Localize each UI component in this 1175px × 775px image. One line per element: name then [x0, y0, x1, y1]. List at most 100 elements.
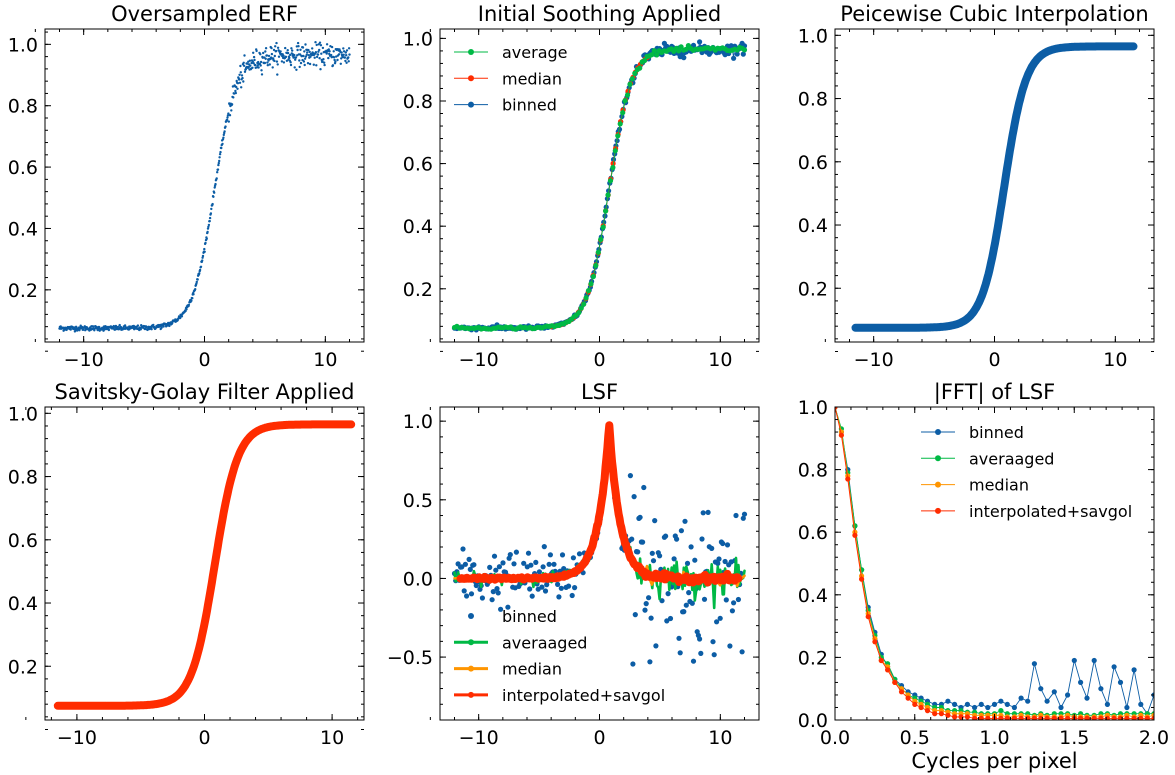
data-point	[284, 55, 288, 59]
data-point	[892, 679, 898, 686]
data-point	[710, 639, 716, 645]
series-interpolated+savgol	[456, 421, 743, 587]
data-point	[556, 594, 562, 600]
data-point	[924, 708, 931, 714]
series-line	[454, 41, 745, 331]
data-point	[302, 54, 305, 58]
data-point	[243, 54, 246, 57]
data-point	[642, 607, 648, 613]
data-point	[991, 701, 998, 708]
data-point	[284, 46, 287, 50]
data-point	[315, 43, 318, 47]
data-point	[290, 47, 293, 50]
data-point	[945, 698, 951, 704]
data-point	[654, 52, 660, 58]
data-point	[525, 550, 532, 556]
data-point	[491, 553, 498, 559]
data-point	[206, 230, 209, 234]
data-point	[905, 695, 911, 701]
data-point	[507, 552, 513, 558]
data-point	[682, 518, 688, 524]
legend-marker	[935, 429, 941, 435]
data-point	[142, 325, 146, 328]
data-point	[257, 66, 260, 69]
series-line	[851, 42, 1138, 332]
data-point	[248, 59, 252, 62]
x-tick-label: 10	[708, 727, 732, 749]
chart-title: |FFT| of LSF	[934, 380, 1055, 405]
data-point	[275, 41, 278, 45]
data-point	[690, 658, 697, 664]
data-point	[667, 615, 674, 622]
y-tick-label: −0.5	[387, 647, 433, 669]
data-point	[859, 576, 865, 582]
data-point	[1151, 715, 1154, 720]
data-point	[1044, 715, 1050, 720]
data-point	[985, 704, 991, 711]
data-point	[603, 208, 609, 214]
data-point	[319, 44, 323, 47]
data-point	[305, 53, 308, 56]
data-point	[1004, 715, 1010, 720]
data-point	[273, 59, 276, 63]
data-point	[692, 557, 698, 563]
data-point	[187, 303, 191, 307]
series-average	[451, 43, 748, 332]
data-point	[631, 494, 637, 500]
data-point	[972, 704, 978, 711]
data-point	[1131, 715, 1137, 720]
data-point	[195, 280, 198, 284]
data-point	[235, 79, 238, 83]
data-point	[330, 45, 334, 49]
x-tick-label: 0.5	[900, 727, 930, 749]
data-point	[1058, 715, 1064, 720]
data-point	[632, 70, 638, 76]
data-point	[600, 224, 606, 230]
data-point	[308, 62, 312, 66]
series-data	[58, 41, 351, 333]
data-point	[729, 608, 736, 614]
chart-title: Savitsky-Golay Filter Applied	[54, 380, 354, 404]
data-point	[566, 583, 572, 589]
data-point	[312, 63, 315, 66]
data-point	[544, 582, 550, 588]
series-line	[550, 56, 649, 328]
legend-label: averaaged	[502, 633, 587, 652]
data-point	[293, 66, 296, 69]
data-point	[657, 553, 663, 559]
data-point	[533, 559, 539, 566]
data-point	[112, 324, 116, 328]
data-point	[1051, 689, 1057, 695]
data-point	[964, 701, 971, 708]
y-tick-label: 0.4	[8, 218, 38, 240]
data-point	[1078, 679, 1084, 686]
data-point	[741, 511, 748, 517]
data-point	[1025, 698, 1031, 704]
data-point	[698, 650, 704, 657]
data-point	[985, 715, 991, 720]
legend: average median binned	[454, 43, 568, 115]
data-point	[1065, 715, 1071, 720]
data-point	[319, 68, 322, 71]
data-point	[308, 50, 311, 54]
data-point	[286, 51, 290, 55]
data-point	[230, 109, 233, 112]
data-point	[640, 539, 646, 545]
data-point	[218, 156, 221, 159]
data-point	[342, 50, 346, 53]
data-point	[243, 70, 247, 74]
data-point	[303, 50, 306, 53]
data-point	[998, 708, 1004, 714]
data-point	[221, 142, 224, 146]
data-point	[1091, 657, 1097, 664]
data-point	[605, 192, 611, 198]
data-point	[340, 57, 343, 60]
data-point	[709, 545, 715, 552]
x-axis-label: Cycles per pixel	[911, 749, 1077, 773]
data-point	[210, 207, 213, 211]
data-point	[649, 550, 655, 556]
axes-frame	[439, 28, 760, 343]
data-point	[190, 299, 193, 302]
data-point	[253, 58, 256, 62]
series-data	[53, 420, 356, 710]
